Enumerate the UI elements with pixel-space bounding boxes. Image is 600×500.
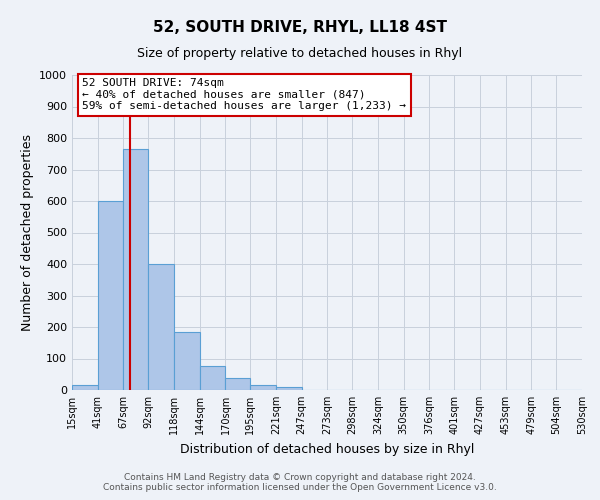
Bar <box>124 149 148 390</box>
Text: Contains public sector information licensed under the Open Government Licence v3: Contains public sector information licen… <box>103 484 497 492</box>
Text: Contains HM Land Registry data © Crown copyright and database right 2024.: Contains HM Land Registry data © Crown c… <box>124 474 476 482</box>
Bar <box>174 332 200 390</box>
Text: 52, SOUTH DRIVE, RHYL, LL18 4ST: 52, SOUTH DRIVE, RHYL, LL18 4ST <box>153 20 447 35</box>
Text: Size of property relative to detached houses in Rhyl: Size of property relative to detached ho… <box>137 48 463 60</box>
X-axis label: Distribution of detached houses by size in Rhyl: Distribution of detached houses by size … <box>180 442 474 456</box>
Bar <box>226 378 250 390</box>
Y-axis label: Number of detached properties: Number of detached properties <box>20 134 34 331</box>
Bar <box>98 201 124 390</box>
Bar <box>276 387 302 390</box>
Bar <box>250 386 276 390</box>
Bar <box>200 366 226 390</box>
Text: 52 SOUTH DRIVE: 74sqm
← 40% of detached houses are smaller (847)
59% of semi-det: 52 SOUTH DRIVE: 74sqm ← 40% of detached … <box>82 78 406 112</box>
Bar <box>72 386 98 390</box>
Bar <box>148 264 174 390</box>
